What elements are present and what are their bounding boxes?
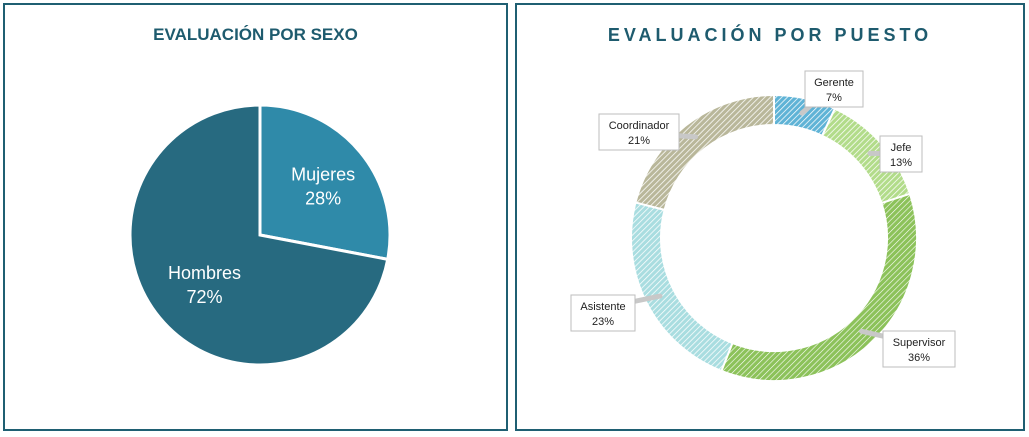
chart-panel-puesto: EVALUACIÓN POR PUESTO Gerente 7% Jefe 13% Su… bbox=[515, 3, 1025, 431]
chart-title-sexo: EVALUACIÓN POR SEXO bbox=[153, 25, 358, 44]
pie-slice-hombres bbox=[128, 103, 390, 367]
donut-chart-puesto: Gerente 7% Jefe 13% Supervisor 36% Asistente 23… bbox=[570, 70, 956, 382]
pie-chart-sexo: Mujeres 28% Hombres 72% bbox=[128, 103, 392, 367]
donut-slice-asistente bbox=[630, 201, 734, 373]
callout-label-coordinador: Coordinador bbox=[609, 120, 670, 132]
chart-title-puesto: EVALUACIÓN POR PUESTO bbox=[607, 25, 933, 45]
chart-panel-sexo: EVALUACIÓN POR SEXO Mujeres 28% Hombres 72% bbox=[3, 3, 508, 431]
callout-label-asistente: Asistente bbox=[580, 301, 625, 313]
callout-value-supervisor: 36% bbox=[908, 352, 930, 364]
pie-slice-mujeres bbox=[258, 103, 392, 262]
donut-slice-coordinador bbox=[634, 93, 775, 212]
callout-box-supervisor bbox=[882, 330, 956, 368]
slice-label-mujeres: Mujeres bbox=[291, 165, 355, 185]
slice-value-mujeres: 28% bbox=[305, 189, 341, 209]
slice-label-hombres: Hombres bbox=[168, 263, 241, 283]
callout-value-jefe: 13% bbox=[890, 157, 912, 169]
callout-box-gerente bbox=[804, 70, 864, 108]
callout-label-jefe: Jefe bbox=[891, 142, 912, 154]
slice-value-hombres: 72% bbox=[187, 287, 223, 307]
callout-label-supervisor: Supervisor bbox=[893, 337, 946, 349]
callout-value-gerente: 7% bbox=[826, 92, 842, 104]
callout-box-coordinador bbox=[598, 113, 680, 151]
callout-value-coordinador: 21% bbox=[628, 135, 650, 147]
callout-box-jefe bbox=[879, 135, 923, 173]
callout-value-asistente: 23% bbox=[592, 316, 614, 328]
callout-box-asistente bbox=[570, 294, 636, 332]
callout-label-gerente: Gerente bbox=[814, 77, 854, 89]
